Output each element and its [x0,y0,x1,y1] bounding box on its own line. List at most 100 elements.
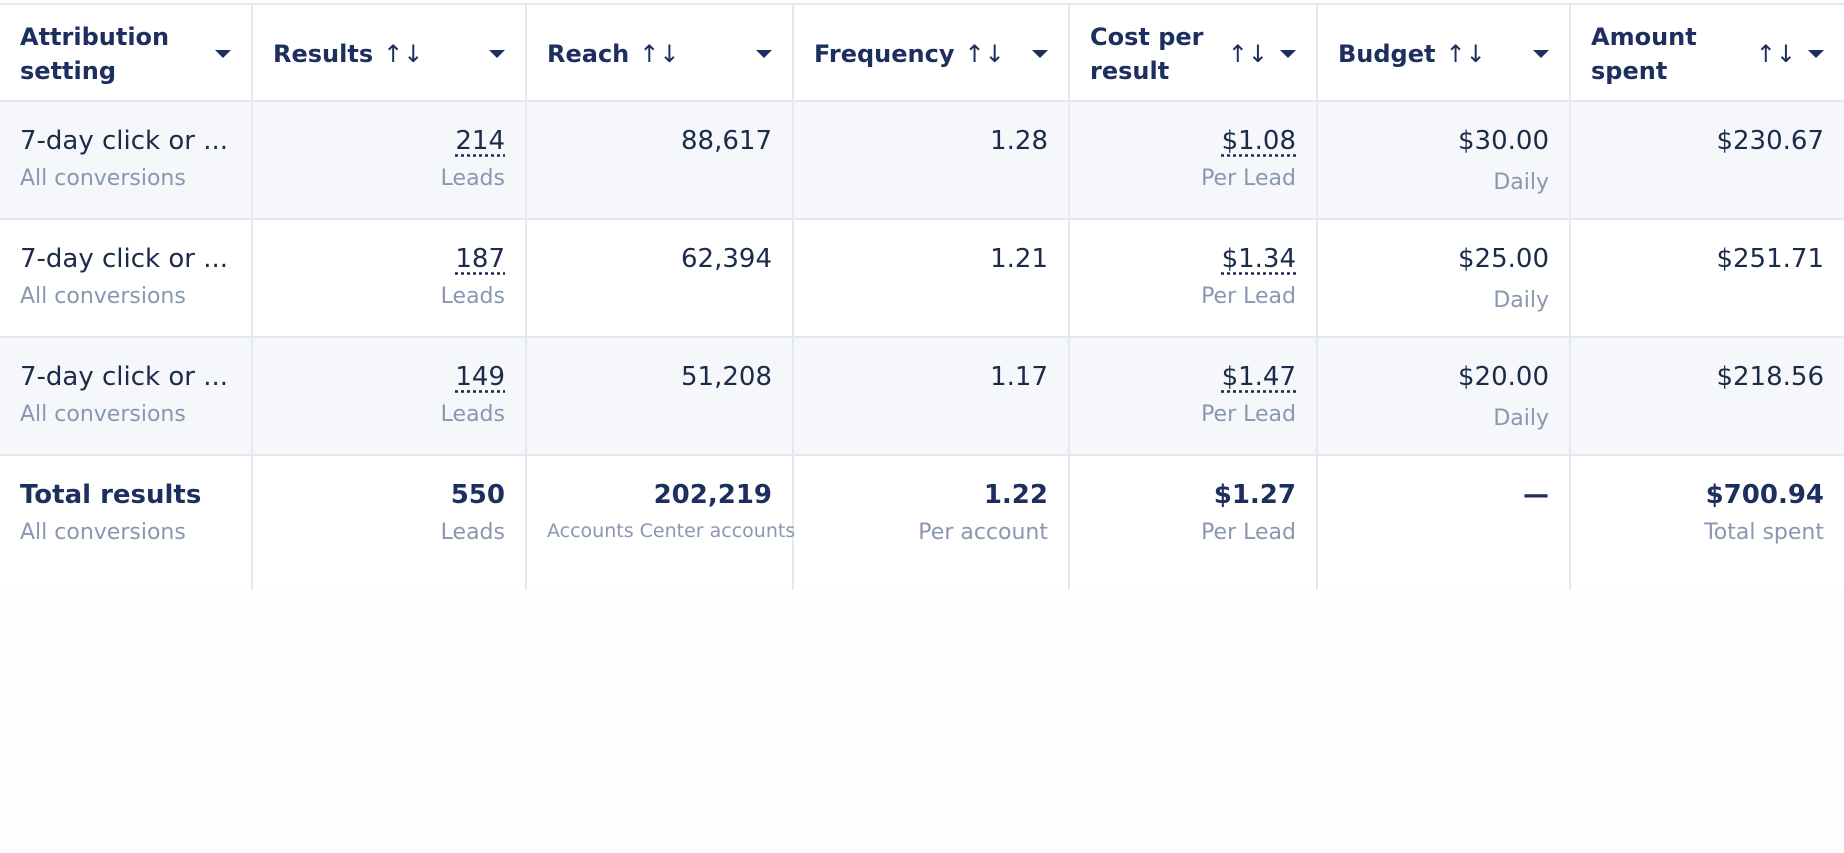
table-cell: 88,617 [527,102,794,220]
header-cell[interactable]: Attribution setting [0,5,253,102]
table-cell: 550 Leads [253,456,527,590]
cell-value: 1.17 [814,362,1048,392]
cell-subtext: Accounts Center accounts [547,520,796,542]
header-cell[interactable]: Results ↑↓ [253,5,527,102]
data-row: 7-day click or ... All conversions 149 Lead… [0,338,1844,456]
cell-value: 88,617 [547,126,772,156]
value-text: 7-day click or ... [20,126,229,156]
table-cell: 1.21 [794,220,1070,338]
value-text[interactable]: 187 [455,244,505,274]
table-cell: 214 Leads [253,102,527,220]
header-cell[interactable]: Reach ↑↓ [527,5,794,102]
table-cell: Total results All conversions [0,456,253,590]
data-row: 7-day click or ... All conversions 187 Lead… [0,220,1844,338]
sort-icon[interactable]: ↑↓ [964,39,1005,68]
value-text[interactable]: 214 [455,126,505,156]
table-cell: $20.00 Daily [1318,338,1571,456]
value-text[interactable]: 149 [455,362,505,392]
value-text[interactable]: $1.34 [1221,244,1296,274]
table-cell: $25.00 Daily [1318,220,1571,338]
cell-value: 187 [273,244,505,274]
dropdown-caret[interactable] [756,49,772,58]
column-label: Amount spent [1591,22,1697,85]
header-cell[interactable]: Frequency ↑↓ [794,5,1070,102]
column-label: Attribution setting [20,22,170,85]
table-cell: 1.22 Per account [794,456,1070,590]
cell-value: 7-day click or ... [20,126,231,156]
cell-value: 214 [273,126,505,156]
cell-value: $1.34 [1090,244,1296,274]
value-text: 7-day click or ... [20,244,229,274]
cell-subtext: Leads [440,402,505,427]
value-text[interactable]: $1.47 [1221,362,1296,392]
cell-value: $230.67 [1591,126,1824,156]
header-row: Attribution setting Results ↑↓ Reach ↑↓ Frequ… [0,3,1844,102]
cell-subtext: Leads [440,284,505,309]
dropdown-caret[interactable] [489,49,505,58]
cell-subtext: Daily [1493,170,1549,195]
value-text: $30.00 [1458,126,1549,156]
dropdown-caret[interactable] [1032,49,1048,58]
cell-value: 7-day click or ... [20,362,231,392]
cell-value: 7-day click or ... [20,244,231,274]
value-text: $1.27 [1213,480,1296,510]
cell-subtext: All conversions [20,166,186,191]
value-text: 202,219 [653,480,772,510]
value-text: 1.22 [983,480,1048,510]
sort-icon[interactable]: ↑↓ [1755,39,1796,68]
header-cell[interactable]: Amount spent ↑↓ [1571,5,1844,102]
cell-value: $218.56 [1591,362,1824,392]
table-cell: $1.27 Per Lead [1070,456,1318,590]
value-text: 51,208 [681,362,772,392]
cell-subtext: All conversions [20,284,186,309]
table-cell: $218.56 [1571,338,1844,456]
table-cell: $1.08 Per Lead [1070,102,1318,220]
table-cell: $30.00 Daily [1318,102,1571,220]
cell-value: — [1338,480,1549,510]
table-cell: 149 Leads [253,338,527,456]
table-cell: $1.47 Per Lead [1070,338,1318,456]
value-text: 550 [450,480,505,510]
cell-value: Total results [20,480,231,510]
table-cell: — [1318,456,1571,590]
value-text: 1.28 [990,126,1048,156]
header-cell[interactable]: Budget ↑↓ [1318,5,1571,102]
table-cell: 202,219 Accounts Center accounts [527,456,796,590]
dropdown-caret[interactable] [1533,49,1549,58]
cell-value: $30.00 [1338,126,1549,156]
column-label: Reach [547,39,630,68]
value-text: — [1523,480,1549,510]
table-cell: 1.17 [794,338,1070,456]
cell-subtext: All conversions [20,520,186,545]
column-label: Frequency [814,39,955,68]
header-cell[interactable]: Cost per result ↑↓ [1070,5,1318,102]
cell-subtext: Per Lead [1201,402,1296,427]
cell-subtext: Leads [440,166,505,191]
sort-icon[interactable]: ↑↓ [1227,39,1268,68]
dropdown-caret[interactable] [1808,49,1824,58]
value-text: 88,617 [681,126,772,156]
dropdown-caret[interactable] [1280,49,1296,58]
value-text: $700.94 [1705,480,1824,510]
dropdown-caret[interactable] [215,49,231,58]
sort-icon[interactable]: ↑↓ [383,39,424,68]
cell-subtext: Per account [918,520,1048,545]
sort-icon[interactable]: ↑↓ [1445,39,1486,68]
column-label: Cost per result [1090,22,1204,85]
cell-subtext: Per Lead [1201,520,1296,545]
value-text: 1.21 [990,244,1048,274]
table-cell: 7-day click or ... All conversions [0,102,253,220]
value-text[interactable]: $1.08 [1221,126,1296,156]
cell-value: $251.71 [1591,244,1824,274]
column-label: Results [273,39,374,68]
cell-subtext: All conversions [20,402,186,427]
value-text: 62,394 [681,244,772,274]
cell-subtext: Per Lead [1201,284,1296,309]
cell-subtext: Total spent [1704,520,1824,545]
table-cell: 7-day click or ... All conversions [0,220,253,338]
sort-icon[interactable]: ↑↓ [639,39,680,68]
cell-value: 1.22 [814,480,1048,510]
value-text: $218.56 [1716,362,1824,392]
cell-value: 62,394 [547,244,772,274]
